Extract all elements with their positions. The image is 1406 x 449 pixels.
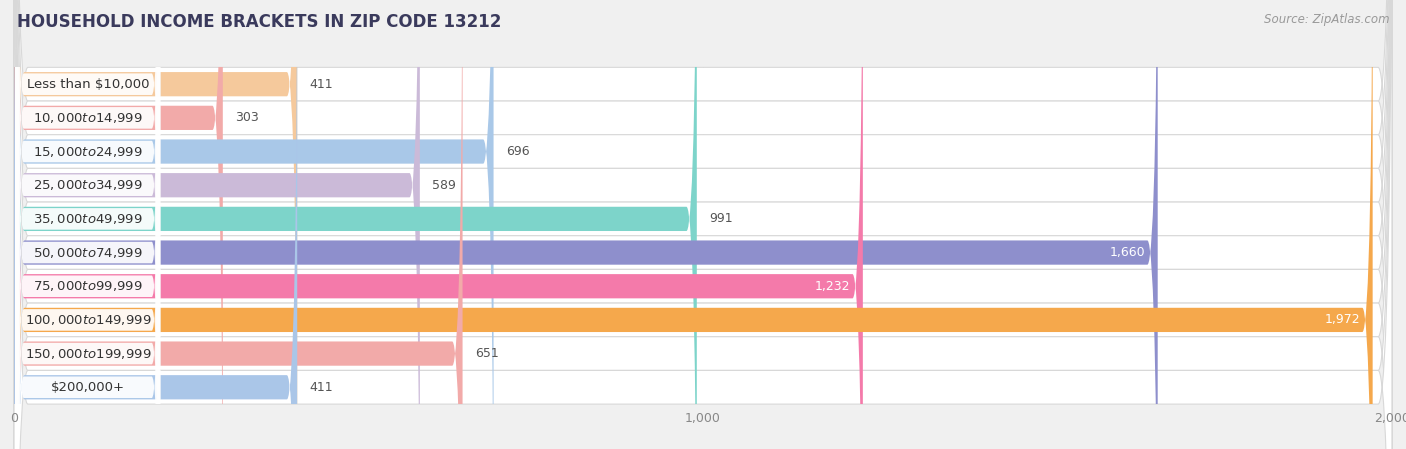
Text: 1,660: 1,660	[1109, 246, 1146, 259]
Text: 651: 651	[475, 347, 499, 360]
Text: HOUSEHOLD INCOME BRACKETS IN ZIP CODE 13212: HOUSEHOLD INCOME BRACKETS IN ZIP CODE 13…	[17, 13, 502, 31]
FancyBboxPatch shape	[14, 0, 1392, 449]
Text: $15,000 to $24,999: $15,000 to $24,999	[32, 145, 142, 158]
Text: 1,972: 1,972	[1324, 313, 1360, 326]
FancyBboxPatch shape	[14, 0, 1392, 449]
FancyBboxPatch shape	[14, 0, 1392, 449]
FancyBboxPatch shape	[14, 0, 463, 449]
FancyBboxPatch shape	[15, 0, 160, 449]
FancyBboxPatch shape	[15, 0, 160, 449]
FancyBboxPatch shape	[14, 0, 297, 449]
FancyBboxPatch shape	[15, 0, 160, 449]
FancyBboxPatch shape	[14, 0, 1372, 449]
FancyBboxPatch shape	[14, 0, 1392, 449]
Text: Source: ZipAtlas.com: Source: ZipAtlas.com	[1264, 13, 1389, 26]
Text: 696: 696	[506, 145, 530, 158]
FancyBboxPatch shape	[14, 0, 1392, 449]
FancyBboxPatch shape	[14, 0, 697, 449]
Text: 589: 589	[432, 179, 456, 192]
FancyBboxPatch shape	[14, 0, 420, 449]
FancyBboxPatch shape	[14, 0, 1392, 449]
FancyBboxPatch shape	[14, 0, 1392, 449]
FancyBboxPatch shape	[15, 0, 160, 449]
FancyBboxPatch shape	[15, 0, 160, 449]
FancyBboxPatch shape	[15, 0, 160, 449]
FancyBboxPatch shape	[14, 0, 1157, 449]
FancyBboxPatch shape	[15, 0, 160, 449]
Text: 1,232: 1,232	[815, 280, 851, 293]
FancyBboxPatch shape	[14, 0, 863, 449]
Text: $75,000 to $99,999: $75,000 to $99,999	[32, 279, 142, 293]
FancyBboxPatch shape	[15, 0, 160, 449]
FancyBboxPatch shape	[14, 0, 1392, 449]
FancyBboxPatch shape	[15, 0, 160, 449]
FancyBboxPatch shape	[15, 0, 160, 449]
FancyBboxPatch shape	[14, 0, 1392, 449]
Text: $10,000 to $14,999: $10,000 to $14,999	[32, 111, 142, 125]
Text: $200,000+: $200,000+	[51, 381, 125, 394]
Text: 411: 411	[309, 78, 333, 91]
Text: $150,000 to $199,999: $150,000 to $199,999	[24, 347, 150, 361]
FancyBboxPatch shape	[14, 0, 222, 449]
FancyBboxPatch shape	[14, 0, 494, 449]
FancyBboxPatch shape	[14, 0, 1392, 449]
Text: $25,000 to $34,999: $25,000 to $34,999	[32, 178, 142, 192]
FancyBboxPatch shape	[14, 0, 297, 449]
Text: 303: 303	[235, 111, 259, 124]
Text: $50,000 to $74,999: $50,000 to $74,999	[32, 246, 142, 260]
Text: 411: 411	[309, 381, 333, 394]
Text: $35,000 to $49,999: $35,000 to $49,999	[32, 212, 142, 226]
Text: $100,000 to $149,999: $100,000 to $149,999	[24, 313, 150, 327]
Text: Less than $10,000: Less than $10,000	[27, 78, 149, 91]
Text: 991: 991	[709, 212, 733, 225]
